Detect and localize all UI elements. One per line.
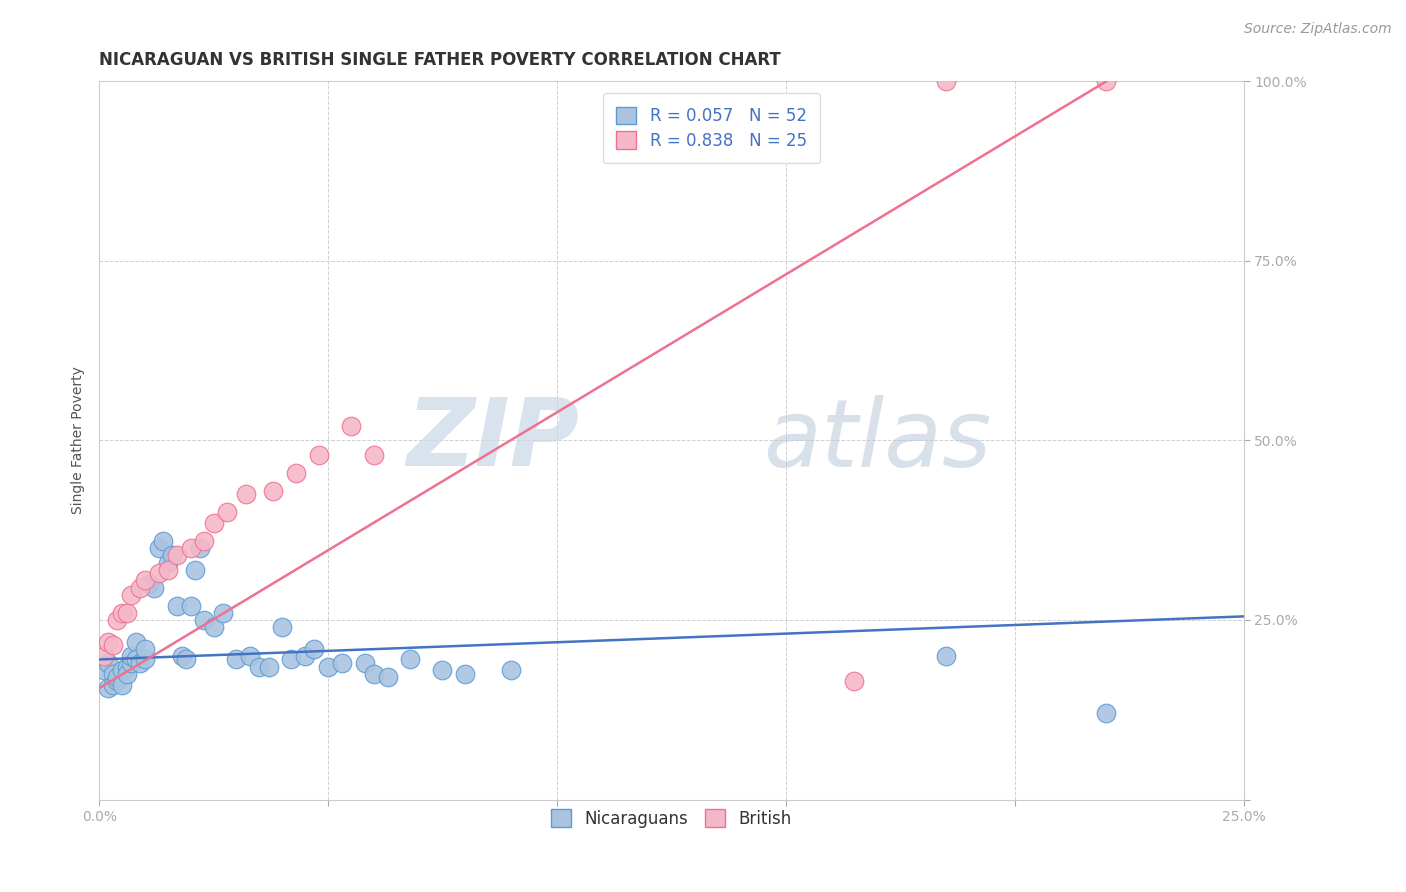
Point — [125, 652, 148, 666]
Point — [330, 656, 353, 670]
Point — [120, 588, 142, 602]
Point — [239, 648, 262, 663]
Point — [262, 483, 284, 498]
Point — [1095, 74, 1118, 88]
Point — [316, 659, 339, 673]
Point — [188, 541, 211, 556]
Point — [120, 656, 142, 670]
Point — [257, 659, 280, 673]
Point — [115, 606, 138, 620]
Text: NICARAGUAN VS BRITISH SINGLE FATHER POVERTY CORRELATION CHART: NICARAGUAN VS BRITISH SINGLE FATHER POVE… — [100, 51, 780, 69]
Point — [93, 648, 115, 663]
Point — [193, 533, 215, 548]
Point — [134, 652, 156, 666]
Point — [202, 620, 225, 634]
Point — [148, 566, 170, 581]
Point — [129, 581, 152, 595]
Point — [111, 678, 134, 692]
Point — [225, 652, 247, 666]
Point — [280, 652, 302, 666]
Point — [148, 541, 170, 556]
Point — [935, 648, 957, 663]
Point — [202, 516, 225, 530]
Point — [454, 666, 477, 681]
Point — [399, 652, 422, 666]
Point — [107, 673, 129, 688]
Point — [111, 663, 134, 677]
Point — [111, 606, 134, 620]
Point — [97, 634, 120, 648]
Point — [97, 656, 120, 670]
Point — [304, 641, 326, 656]
Point — [432, 663, 454, 677]
Point — [184, 563, 207, 577]
Point — [363, 666, 385, 681]
Point — [93, 663, 115, 677]
Point — [235, 487, 257, 501]
Point — [156, 556, 179, 570]
Point — [353, 656, 375, 670]
Legend: Nicaraguans, British: Nicaraguans, British — [544, 803, 799, 834]
Point — [162, 549, 184, 563]
Point — [101, 638, 124, 652]
Y-axis label: Single Father Poverty: Single Father Poverty — [72, 367, 86, 515]
Point — [125, 634, 148, 648]
Point — [143, 581, 166, 595]
Text: atlas: atlas — [763, 395, 991, 486]
Point — [935, 74, 957, 88]
Point — [363, 448, 385, 462]
Point — [97, 681, 120, 696]
Point — [285, 466, 308, 480]
Point — [138, 577, 160, 591]
Point — [308, 448, 330, 462]
Point — [340, 419, 363, 434]
Point — [134, 641, 156, 656]
Point — [129, 656, 152, 670]
Text: Source: ZipAtlas.com: Source: ZipAtlas.com — [1244, 22, 1392, 37]
Point — [174, 652, 197, 666]
Point — [156, 563, 179, 577]
Point — [107, 613, 129, 627]
Point — [115, 666, 138, 681]
Point — [152, 533, 174, 548]
Point — [134, 574, 156, 588]
Point — [844, 673, 866, 688]
Point — [501, 663, 523, 677]
Point — [120, 648, 142, 663]
Point — [101, 678, 124, 692]
Point — [166, 599, 188, 613]
Point — [115, 659, 138, 673]
Point — [247, 659, 270, 673]
Point — [180, 541, 202, 556]
Point — [211, 606, 233, 620]
Point — [101, 666, 124, 681]
Point — [107, 670, 129, 684]
Point — [180, 599, 202, 613]
Point — [271, 620, 294, 634]
Point — [170, 648, 193, 663]
Point — [377, 670, 399, 684]
Point — [1095, 706, 1118, 721]
Text: ZIP: ZIP — [406, 394, 579, 486]
Point — [294, 648, 316, 663]
Point — [193, 613, 215, 627]
Point — [166, 549, 188, 563]
Point — [217, 505, 239, 519]
